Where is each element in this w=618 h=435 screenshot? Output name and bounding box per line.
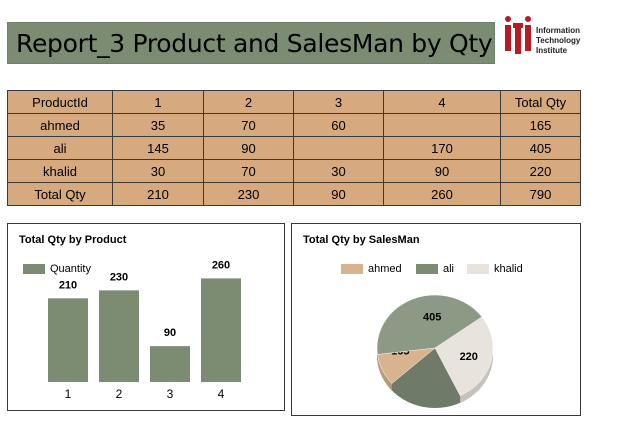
- report-title-bar: Report_3 Product and SalesMan by Qty: [7, 22, 495, 64]
- logo-line: Information: [536, 26, 580, 35]
- pie-slice-side: [377, 348, 392, 391]
- table-cell: 60: [293, 113, 384, 137]
- table-cell: 70: [203, 113, 294, 137]
- legend-label: ahmed: [368, 263, 402, 275]
- legend-swatch: [467, 264, 489, 274]
- x-tick-label: 1: [65, 387, 72, 401]
- logo-line: Institute: [536, 46, 568, 55]
- x-tick-label: 3: [167, 387, 174, 401]
- iti-logo: Information Technology Institute: [502, 14, 612, 64]
- table-cell: [293, 136, 384, 160]
- table-cell: 405: [500, 136, 581, 160]
- column-header: 2: [203, 90, 294, 114]
- table-cell: 230: [203, 182, 294, 206]
- table-cell: khalid: [7, 159, 113, 183]
- table-cell: [383, 113, 501, 137]
- table-cell: 35: [112, 113, 204, 137]
- table-cell: 30: [293, 159, 384, 183]
- legend-swatch: [416, 264, 438, 274]
- bar: [48, 298, 88, 382]
- table-cell: 165: [500, 113, 581, 137]
- table-cell: 170: [383, 136, 501, 160]
- x-tick-label: 4: [218, 387, 225, 401]
- pie-chart-panel: Total Qty by SalesMan ahmed ali khalid 1…: [291, 223, 581, 416]
- table-cell: 210: [112, 182, 204, 206]
- table-row: ali 145 90 170 405: [7, 136, 581, 160]
- bar: [99, 290, 139, 382]
- pie-legend-item: ahmed: [341, 263, 402, 275]
- legend-label: khalid: [494, 263, 523, 275]
- bar-chart-title: Total Qty by Product: [19, 234, 127, 246]
- pie-chart-plot: 165405220: [376, 294, 494, 408]
- table-cell: 90: [383, 159, 501, 183]
- legend-swatch: [23, 264, 45, 274]
- logo-line: Technology: [536, 36, 581, 45]
- bar-value-label: 90: [164, 327, 176, 339]
- table-row: khalid 30 70 30 90 220: [7, 159, 581, 183]
- iti-logo-mark: [505, 16, 531, 54]
- bar-value-label: 260: [212, 259, 230, 271]
- table-cell: ahmed: [7, 113, 113, 137]
- column-header: ProductId: [7, 90, 113, 114]
- table-total-row: Total Qty 210 230 90 260 790: [7, 182, 581, 206]
- legend-label: Quantity: [50, 263, 91, 275]
- legend-label: ali: [443, 263, 455, 275]
- table-cell: ali: [7, 136, 113, 160]
- bar-value-label: 210: [59, 279, 77, 291]
- table-cell: 70: [203, 159, 294, 183]
- bar-value-label: 230: [110, 271, 128, 283]
- x-tick-label: 2: [116, 387, 123, 401]
- bar-chart-legend: Quantity: [23, 263, 91, 275]
- table-cell: 145: [112, 136, 204, 160]
- table-cell: 30: [112, 159, 204, 183]
- bar-chart-panel: Total Qty by Product Quantity 210 1 230 2 90…: [7, 223, 285, 411]
- qty-matrix-table: ProductId 1 2 3 4 Total Qty ahmed 35 70 …: [7, 90, 581, 206]
- column-header: Total Qty: [500, 90, 581, 114]
- table-cell: 220: [500, 159, 581, 183]
- logo-text: Information Technology Institute: [536, 26, 580, 56]
- table-cell: 90: [293, 182, 384, 206]
- legend-swatch: [341, 264, 363, 274]
- pie-chart-title: Total Qty by SalesMan: [303, 234, 420, 246]
- pie-value-label: 220: [460, 351, 478, 363]
- pie-legend-item: khalid: [467, 263, 523, 275]
- table-cell: 260: [383, 182, 501, 206]
- pie-slice: [434, 316, 494, 397]
- table-cell: 790: [500, 182, 581, 206]
- bar: [201, 278, 241, 382]
- table-cell: Total Qty: [7, 182, 113, 206]
- bar-chart-plot: 210 1 230 2 90 3 260 4: [48, 259, 241, 401]
- column-header: 4: [383, 90, 501, 114]
- pie-value-label: 405: [423, 311, 441, 323]
- column-header: 3: [293, 90, 384, 114]
- report-title: Report_3 Product and SalesMan by Qty: [16, 28, 493, 58]
- table-header-row: ProductId 1 2 3 4 Total Qty: [7, 90, 581, 114]
- pie-legend-item: ali: [416, 263, 454, 275]
- bar: [150, 346, 190, 382]
- pie-slice-side: [460, 348, 493, 403]
- table-cell: 90: [203, 136, 294, 160]
- column-header: 1: [112, 90, 204, 114]
- table-row: ahmed 35 70 60 165: [7, 113, 581, 137]
